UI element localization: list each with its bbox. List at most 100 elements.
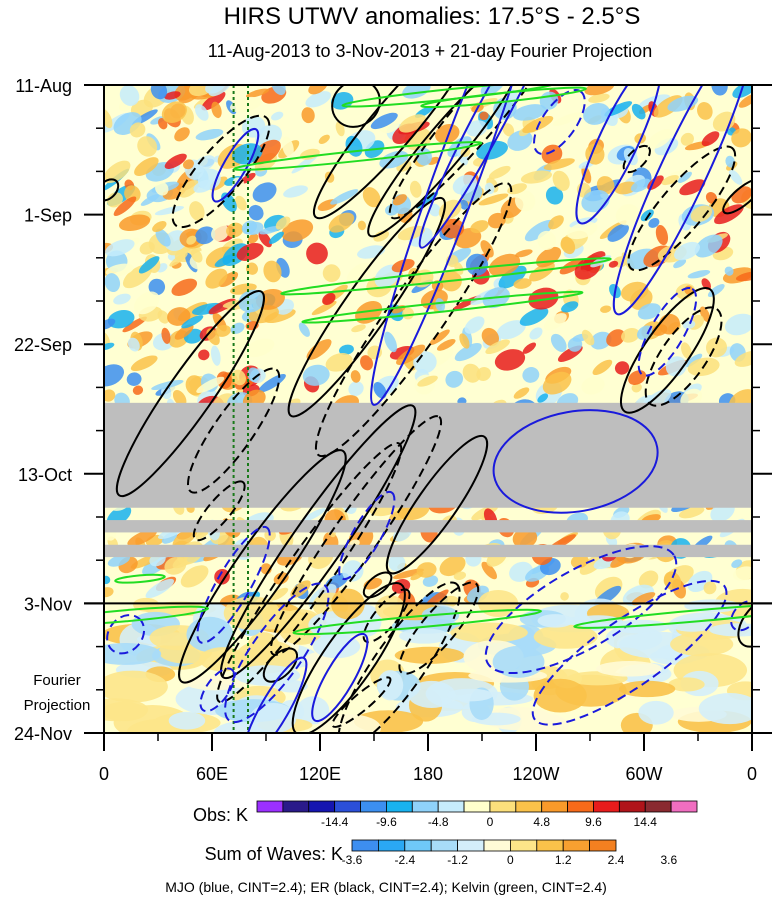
anomaly-patch [273,572,289,585]
anomaly-patch [346,262,372,285]
anomaly-patch [579,553,606,575]
contour-legend: MJO (blue, CINT=2.4); ER (black, CINT=2.… [165,879,607,895]
anomaly-patch [263,260,282,283]
anomaly-patch [515,249,533,258]
mjo-contour-40 [484,545,678,675]
waves-colorbar-swatch [377,839,406,852]
y-tick-label: 11-Aug [15,76,72,96]
anomaly-patch [496,320,526,340]
anomaly-patch [104,587,114,598]
x-tick-label: 180 [413,764,443,784]
mjo-contour-31 [370,85,548,406]
anomaly-patch [655,224,669,246]
anomaly-patch [512,104,547,121]
obs-colorbar-swatch [411,800,439,813]
er-contour-3 [312,85,479,220]
anomaly-patch [282,136,294,158]
obs-colorbar-swatch [618,800,646,813]
anomaly-patch [436,338,456,351]
anomaly-patch [360,355,374,371]
obs-colorbar-swatch [386,800,413,813]
anomaly-field [104,85,752,733]
anomaly-patch [397,225,426,241]
anomaly-patch [728,169,743,185]
anomaly-patch [674,241,700,261]
waves-colorbar-swatch [562,839,591,852]
projection-patch [446,688,494,702]
mjo-contour-42 [224,582,330,724]
anomaly-patch [211,224,229,242]
anomaly-patch [429,329,450,345]
anomaly-patch [268,231,284,245]
anomaly-patch [606,329,626,347]
anomaly-patch [181,315,204,329]
anomaly-patch [514,190,536,212]
anomaly-patch [305,91,332,108]
kelvin-contour-55 [114,573,166,584]
anomaly-patch [687,270,711,279]
kelvin-contour-54 [573,602,752,629]
anomaly-patch [537,230,557,250]
projection-patch [104,670,168,703]
er-contour-28 [262,647,299,683]
anomaly-patch [306,339,332,360]
anomaly-patch [306,242,328,265]
anomaly-patch [552,112,582,126]
anomaly-patch [502,123,515,137]
anomaly-patch [480,240,494,258]
mjo-contour-44 [311,632,369,723]
anomaly-patch [275,216,291,230]
anomaly-patch [271,111,284,121]
anomaly-patch [614,361,630,375]
projection-patch [709,623,752,637]
anomaly-patch [665,356,687,377]
obs-colorbar-tick-label: -14.4 [321,815,349,829]
anomaly-patch [734,350,752,367]
obs-colorbar-tick-label: 4.8 [533,815,550,829]
anomaly-patch [130,355,158,372]
anomaly-patch [245,88,270,98]
anomaly-patch [363,577,383,590]
anomaly-patch [182,159,195,170]
anomaly-patch [301,107,315,124]
anomaly-patch [104,342,115,351]
anomaly-patch [392,194,407,206]
anomaly-patch [180,565,209,588]
anomaly-patch [661,174,679,186]
obs-colorbar-swatch [463,800,491,813]
obs-colorbar-tick-label: 14.4 [634,815,658,829]
anomaly-patch [731,559,743,568]
anomaly-patch [164,91,181,100]
anomaly-patch [537,393,549,403]
anomaly-patch [552,170,570,191]
er-contour-12 [619,287,715,414]
anomaly-patch [409,180,422,198]
anomaly-patch [331,92,354,110]
y-tick-label: 22-Sep [14,335,72,355]
er-contour-11 [314,181,513,458]
mjo-contour-39 [338,490,396,581]
anomaly-patch [561,301,579,313]
projection-patch [638,700,674,725]
projection-patch [595,661,662,677]
er-contour-18 [178,449,347,684]
anomaly-patch [210,345,221,366]
obs-colorbar-swatch [644,800,672,813]
anomaly-patch [302,508,326,522]
er-contour-27 [331,676,392,728]
anomaly-patch [570,554,589,569]
mjo-contour-46 [730,600,752,632]
obs-colorbar-swatch [541,800,568,813]
anomaly-patch [620,281,649,302]
anomaly-patch [465,120,488,137]
waves-colorbar-tick-label: 3.6 [660,853,677,867]
anomaly-patch [445,370,464,388]
anomaly-patch [201,91,226,111]
anomaly-patch [608,260,619,268]
anomaly-patch [122,316,147,333]
anomaly-patch [465,253,489,276]
anomaly-patch [231,369,246,386]
anomaly-patch [330,189,359,205]
er-contour-24 [398,581,480,675]
kelvin-contour-56 [104,605,210,626]
